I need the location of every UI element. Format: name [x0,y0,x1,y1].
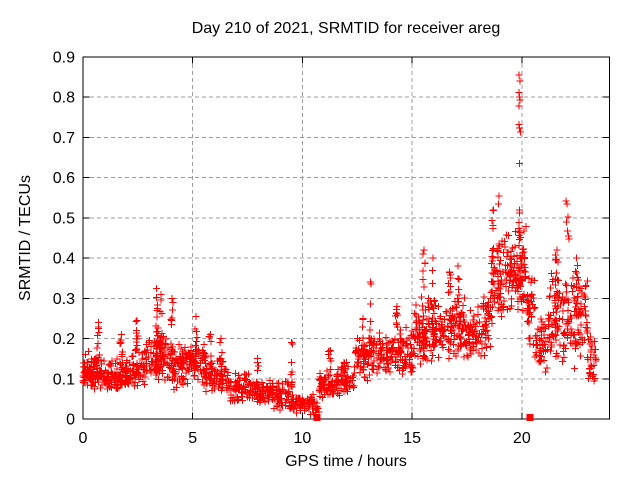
y-tick-label: 0 [66,412,75,429]
y-tick-label: 0.1 [53,371,75,388]
x-tick-label: 10 [294,430,312,447]
chart-title: Day 210 of 2021, SRMTID for receiver are… [192,20,501,37]
x-tick-label: 15 [403,430,421,447]
x-tick-label: 5 [188,430,197,447]
x-tick-label: 20 [513,430,531,447]
y-axis-label: SRMTID / TECUs [17,175,34,301]
y-tick-label: 0.9 [53,50,75,67]
tick-labels: 0 5 10 15 20 0 0.1 0.2 0.3 0.4 0.5 0.6 0.7 0.8 0.9 [53,50,531,448]
x-axis-label: GPS time / hours [285,453,407,470]
y-tick-label: 0.7 [53,130,75,147]
y-tick-label: 0.4 [53,251,75,268]
zero-square-marker [526,413,534,421]
data-points [79,71,600,421]
scatter-plus-markers [79,71,600,418]
x-tick-label: 0 [79,430,88,447]
y-tick-label: 0.3 [53,291,75,308]
y-tick-label: 0.6 [53,170,75,187]
zero-square-marker [313,413,321,421]
y-tick-label: 0.5 [53,210,75,227]
y-tick-label: 0.2 [53,331,75,348]
y-tick-label: 0.8 [53,90,75,107]
plot-border [82,56,611,420]
